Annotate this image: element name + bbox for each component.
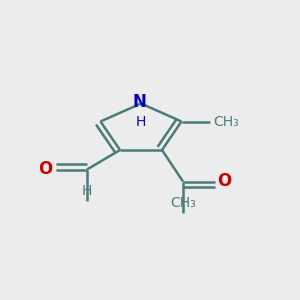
Text: H: H <box>82 184 92 198</box>
Text: O: O <box>38 160 52 178</box>
Text: H: H <box>136 115 146 128</box>
Text: CH₃: CH₃ <box>170 196 196 210</box>
Text: CH₃: CH₃ <box>213 115 239 128</box>
Text: N: N <box>133 93 146 111</box>
Text: O: O <box>218 172 232 190</box>
